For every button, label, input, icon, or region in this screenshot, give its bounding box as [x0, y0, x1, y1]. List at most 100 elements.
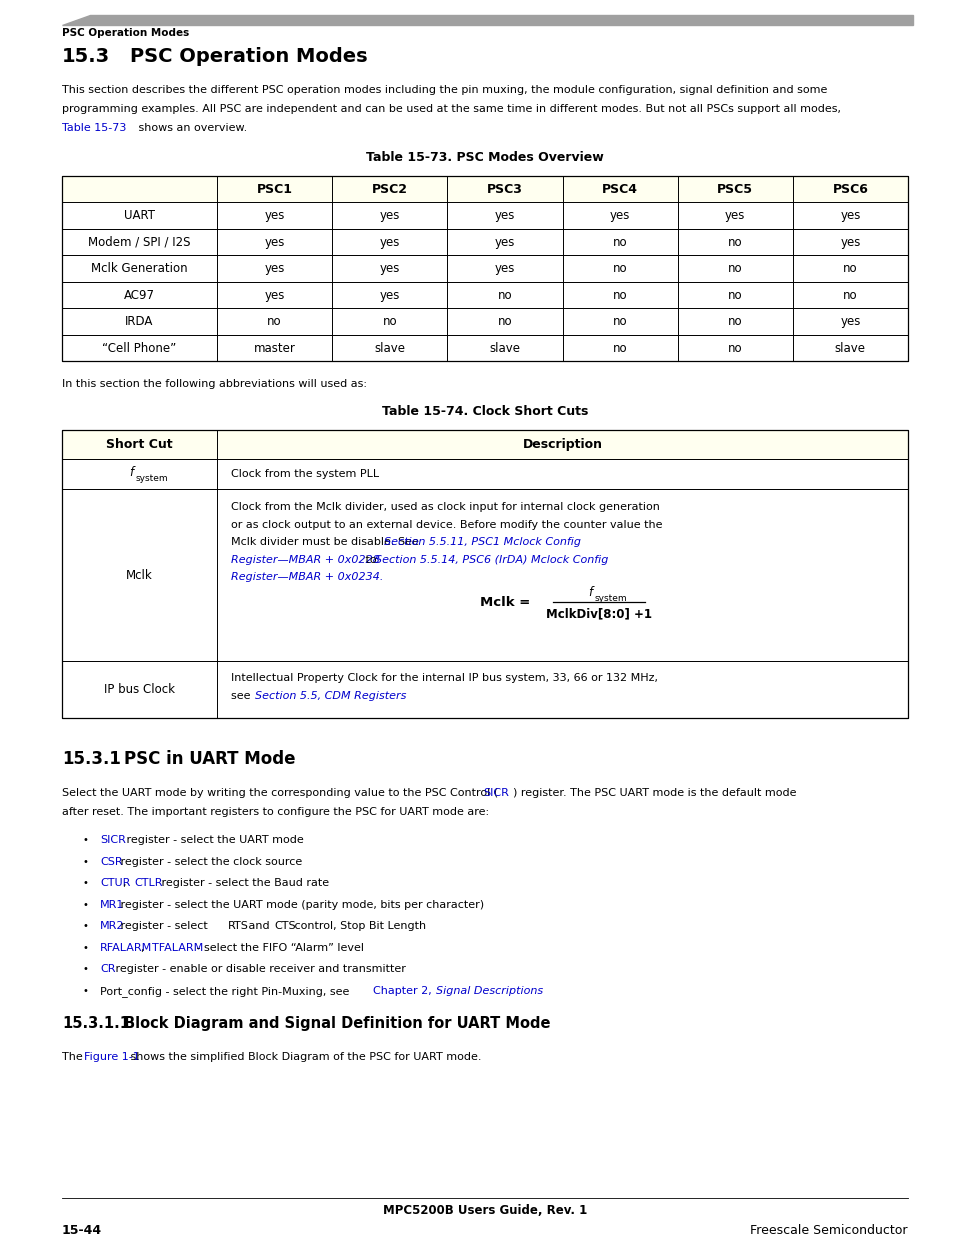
Text: no: no — [612, 315, 627, 329]
Text: PSC3: PSC3 — [486, 183, 522, 196]
Text: no: no — [842, 289, 857, 301]
Text: after reset. The important registers to configure the PSC for UART mode are:: after reset. The important registers to … — [62, 808, 489, 818]
Text: system: system — [594, 594, 626, 604]
Text: PSC4: PSC4 — [601, 183, 638, 196]
Bar — [62, 309, 907, 335]
Text: no: no — [612, 342, 627, 354]
Text: register - enable or disable receiver and transmitter: register - enable or disable receiver an… — [112, 965, 405, 974]
Text: shows an overview.: shows an overview. — [135, 124, 247, 133]
Bar — [62, 177, 907, 362]
Text: Table 15-73: Table 15-73 — [62, 124, 126, 133]
Text: IP bus Clock: IP bus Clock — [104, 683, 174, 697]
Text: •: • — [82, 836, 88, 846]
Text: MclkDiv[8:0] +1: MclkDiv[8:0] +1 — [545, 608, 651, 620]
Text: yes: yes — [840, 209, 860, 222]
Text: Clock from the Mclk divider, used as clock input for internal clock generation: Clock from the Mclk divider, used as clo… — [231, 503, 659, 513]
Text: yes: yes — [264, 289, 285, 301]
Text: yes: yes — [379, 236, 399, 248]
Text: •: • — [82, 944, 88, 953]
Text: PSC5: PSC5 — [717, 183, 753, 196]
Text: In this section the following abbreviations will used as:: In this section the following abbreviati… — [62, 379, 367, 389]
Bar — [62, 662, 907, 719]
Text: The: The — [62, 1052, 86, 1062]
Text: no: no — [842, 262, 857, 275]
Text: slave: slave — [834, 342, 865, 354]
Text: register - select: register - select — [117, 921, 212, 931]
Text: TFALARM: TFALARM — [152, 944, 203, 953]
Text: Modem / SPI / I2S: Modem / SPI / I2S — [89, 236, 191, 248]
Text: register - select the clock source: register - select the clock source — [117, 857, 302, 867]
Text: AC97: AC97 — [124, 289, 154, 301]
Text: register - select the UART mode: register - select the UART mode — [123, 836, 304, 846]
Text: CR: CR — [100, 965, 115, 974]
Text: register - select the UART mode (parity mode, bits per character): register - select the UART mode (parity … — [117, 900, 484, 910]
Text: PSC in UART Mode: PSC in UART Mode — [124, 751, 295, 768]
Text: system: system — [135, 474, 168, 483]
Text: Signal Descriptions: Signal Descriptions — [436, 986, 543, 995]
Text: yes: yes — [379, 289, 399, 301]
Text: MR1: MR1 — [100, 900, 124, 910]
Text: Clock from the system PLL: Clock from the system PLL — [231, 469, 378, 479]
Bar — [62, 431, 907, 459]
Text: no: no — [727, 289, 741, 301]
Text: Description: Description — [522, 438, 602, 452]
Text: •: • — [82, 878, 88, 888]
Text: SICR: SICR — [482, 788, 508, 799]
Text: RFALARM: RFALARM — [100, 944, 152, 953]
Text: Figure 1-1: Figure 1-1 — [84, 1052, 139, 1062]
Text: This section describes the different PSC operation modes including the pin muxin: This section describes the different PSC… — [62, 85, 826, 95]
Text: yes: yes — [379, 209, 399, 222]
Text: IRDA: IRDA — [125, 315, 153, 329]
Text: f: f — [130, 466, 133, 479]
Text: Register—MBAR + 0x0234.: Register—MBAR + 0x0234. — [231, 573, 383, 583]
Text: Table 15-73. PSC Modes Overview: Table 15-73. PSC Modes Overview — [366, 151, 603, 164]
Text: PSC2: PSC2 — [372, 183, 407, 196]
Text: Short Cut: Short Cut — [106, 438, 172, 452]
Bar — [62, 203, 907, 228]
Text: CTLR: CTLR — [134, 878, 163, 888]
Text: •: • — [82, 986, 88, 995]
Text: no: no — [727, 262, 741, 275]
Text: to: to — [361, 555, 379, 564]
Text: master: master — [253, 342, 295, 354]
Text: Block Diagram and Signal Definition for UART Mode: Block Diagram and Signal Definition for … — [124, 1016, 550, 1031]
Text: ) register. The PSC UART mode is the default mode: ) register. The PSC UART mode is the def… — [513, 788, 796, 799]
Text: •: • — [82, 965, 88, 974]
Text: CTUR: CTUR — [100, 878, 131, 888]
Text: PSC1: PSC1 — [256, 183, 293, 196]
Bar — [62, 431, 907, 719]
Text: SICR: SICR — [100, 836, 126, 846]
Text: programming examples. All PSC are independent and can be used at the same time i: programming examples. All PSC are indepe… — [62, 104, 841, 114]
Text: yes: yes — [264, 236, 285, 248]
Bar — [62, 228, 907, 256]
Text: register - select the Baud rate: register - select the Baud rate — [158, 878, 329, 888]
Text: •: • — [82, 921, 88, 931]
Text: no: no — [497, 315, 512, 329]
Text: no: no — [382, 315, 396, 329]
Text: 15.3.1.1: 15.3.1.1 — [62, 1016, 130, 1031]
Text: see: see — [231, 692, 253, 701]
Text: ,: , — [123, 878, 130, 888]
Text: “Cell Phone”: “Cell Phone” — [102, 342, 176, 354]
Bar — [62, 489, 907, 662]
Text: yes: yes — [724, 209, 744, 222]
Text: •: • — [82, 900, 88, 910]
Text: yes: yes — [264, 262, 285, 275]
Bar — [62, 282, 907, 309]
Text: yes: yes — [609, 209, 630, 222]
Text: Mclk: Mclk — [126, 569, 152, 582]
Text: Select the UART mode by writing the corresponding value to the PSC Control (: Select the UART mode by writing the corr… — [62, 788, 497, 799]
Text: Table 15-74. Clock Short Cuts: Table 15-74. Clock Short Cuts — [381, 405, 588, 419]
Text: slave: slave — [374, 342, 405, 354]
Text: Intellectual Property Clock for the internal IP bus system, 33, 66 or 132 MHz,: Intellectual Property Clock for the inte… — [231, 673, 658, 683]
Text: no: no — [727, 315, 741, 329]
Text: Section 5.5, CDM Registers: Section 5.5, CDM Registers — [254, 692, 406, 701]
Text: yes: yes — [495, 236, 515, 248]
Text: or as clock output to an external device. Before modify the counter value the: or as clock output to an external device… — [231, 520, 661, 530]
Text: yes: yes — [840, 236, 860, 248]
Text: Mclk =: Mclk = — [479, 597, 534, 609]
Text: PSC6: PSC6 — [832, 183, 867, 196]
Text: and: and — [245, 921, 273, 931]
Text: PSC Operation Modes: PSC Operation Modes — [62, 28, 189, 38]
Polygon shape — [62, 15, 912, 25]
